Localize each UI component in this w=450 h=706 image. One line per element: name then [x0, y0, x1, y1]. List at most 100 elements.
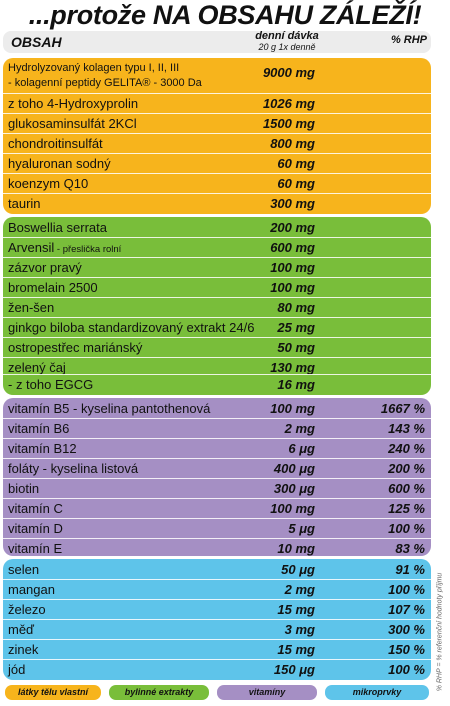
rhp-value: 300 % — [388, 622, 425, 637]
row-divider — [3, 579, 431, 580]
ingredient-name-text: mangan — [8, 582, 55, 597]
legend-herbal-extracts: bylinné extrakty — [109, 685, 209, 700]
row-divider — [3, 257, 431, 258]
rhp-value: 200 % — [388, 461, 425, 476]
row-divider — [3, 478, 431, 479]
legend-vitamins: vitamíny — [217, 685, 317, 700]
rhp-value: 91 % — [395, 562, 425, 577]
daily-dose-value: 2 mg — [284, 421, 315, 436]
row-divider — [3, 337, 431, 338]
ingredient-name: vitamín B6 — [8, 421, 69, 436]
table-row: zelený čaj 130 mg — [3, 358, 431, 378]
table-row: mangan 2 mg 100 % — [3, 580, 431, 600]
ingredient-name-text: chondroitinsulfát — [8, 136, 103, 151]
ingredient-name: chondroitinsulfát — [8, 136, 103, 151]
rhp-value: 1667 % — [380, 401, 425, 416]
ingredient-name: měď — [8, 622, 34, 637]
daily-dose-value: 80 mg — [277, 300, 315, 315]
row-divider — [3, 93, 431, 94]
rhp-value: 100 % — [388, 521, 425, 536]
rhp-value: 107 % — [388, 602, 425, 617]
table-header: OBSAH denní dávka 20 g 1x denně % RHP — [3, 31, 431, 53]
ingredient-name: koenzym Q10 — [8, 176, 88, 191]
row-divider — [3, 374, 431, 375]
row-divider — [3, 357, 431, 358]
legend-body-substances: látky tělu vlastní — [5, 685, 101, 700]
ingredient-name: taurin — [8, 196, 41, 211]
daily-dose-value: 100 mg — [270, 401, 315, 416]
ingredient-name: vitamín D — [8, 521, 63, 536]
table-row: vitamín D 5 μg 100 % — [3, 519, 431, 539]
ingredient-name-text: vitamín D — [8, 521, 63, 536]
ingredient-name-text: měď — [8, 622, 35, 637]
ingredient-name-text: železo — [8, 602, 46, 617]
rhp-value: 100 % — [388, 662, 425, 677]
rhp-footnote: % RHP = % referenční hodnoty příjmu — [432, 560, 448, 704]
ingredient-name: jód — [8, 662, 25, 677]
daily-dose-value: 15 mg — [277, 642, 315, 657]
daily-dose-value: 200 mg — [270, 220, 315, 235]
row-divider — [3, 418, 431, 419]
table-row: z toho 4-Hydroxyprolin 1026 mg — [3, 94, 431, 114]
ingredient-name-text: vitamín B6 — [8, 421, 70, 436]
daily-dose-value: 9000 mg — [262, 65, 315, 80]
daily-dose-value: 2 mg — [284, 582, 315, 597]
page-title: ...protože NA OBSAHU ZÁLEŽÍ! — [28, 0, 422, 30]
group-herbal-extracts: Boswellia serrata 200 mg Arvensil - přesli… — [3, 217, 431, 395]
ingredient-name-note: - přeslička rolní — [54, 244, 122, 255]
ingredient-name-text: vitamín C — [8, 501, 63, 516]
daily-dose-value: 16 mg — [277, 377, 315, 392]
daily-dose-value: 150 μg — [273, 662, 315, 677]
table-row: měď 3 mg 300 % — [3, 620, 431, 640]
table-row: vitamín B5 - kyselina pantothenová 100 mg… — [3, 399, 431, 419]
ingredient-name: vitamín C — [8, 501, 63, 516]
ingredient-name: glukosaminsulfát 2KCl — [8, 116, 137, 131]
header-rhp: % RHP — [390, 34, 427, 46]
daily-dose-value: 15 mg — [277, 602, 315, 617]
daily-dose-value: 600 mg — [270, 240, 315, 255]
ingredient-name-text: foláty - kyselina listová — [8, 461, 139, 476]
daily-dose-value: 60 mg — [277, 156, 315, 171]
ingredient-name-text: žen-šen — [8, 300, 55, 315]
daily-dose-value: 25 mg — [277, 320, 315, 335]
table-row: žen-šen 80 mg — [3, 298, 431, 318]
row-divider — [3, 277, 431, 278]
table-row: vitamín C 100 mg 125 % — [3, 499, 431, 519]
daily-dose-value: 3 mg — [284, 622, 315, 637]
ingredient-name: foláty - kyselina listová — [8, 461, 138, 476]
ingredient-name-text: zázvor pravý — [8, 260, 82, 275]
row-divider — [3, 317, 431, 318]
ingredient-name-text: ostropestřec mariánský — [8, 340, 143, 355]
rhp-value: 125 % — [388, 501, 425, 516]
ingredient-name: vitamín E — [8, 541, 62, 556]
daily-dose-value: 50 mg — [277, 340, 315, 355]
daily-dose-value: 130 mg — [270, 360, 315, 375]
table-row: biotin 300 μg 600 % — [3, 479, 431, 499]
table-row: vitamín E 10 mg 83 % — [3, 539, 431, 559]
ingredient-name-text: vitamín B5 - kyselina pantothenová — [8, 401, 211, 416]
daily-dose-value: 300 μg — [273, 481, 315, 496]
ingredient-name-text: koenzym Q10 — [8, 176, 89, 191]
table-row: železo 15 mg 107 % — [3, 600, 431, 620]
ingredient-name-text: biotin — [8, 481, 40, 496]
ingredient-name: selen — [8, 562, 39, 577]
ingredient-name-text: bromelain 2500 — [8, 280, 98, 295]
row-divider — [3, 113, 431, 114]
ingredient-name: železo — [8, 602, 46, 617]
table-row: Boswellia serrata 200 mg — [3, 218, 431, 238]
daily-dose-value: 100 mg — [270, 501, 315, 516]
row-divider — [3, 237, 431, 238]
daily-dose-value: 60 mg — [277, 176, 315, 191]
row-divider — [3, 297, 431, 298]
table-row: ginkgo biloba standardizovaný extrakt 24… — [3, 318, 431, 338]
ingredient-name: hyaluronan sodný — [8, 156, 111, 171]
ingredient-name-text: Arvensil — [8, 240, 55, 255]
ingredient-name-text: z toho 4-Hydroxyprolin — [8, 96, 139, 111]
legend-minerals: mikroprvky — [325, 685, 429, 700]
ingredient-name: ginkgo biloba standardizovaný extrakt 24… — [8, 320, 254, 335]
ingredient-name: z toho 4-Hydroxyprolin — [8, 96, 138, 111]
row-divider — [3, 193, 431, 194]
daily-dose-value: 50 μg — [281, 562, 315, 577]
row-divider — [3, 639, 431, 640]
table-row: chondroitinsulfát 800 mg — [3, 134, 431, 154]
